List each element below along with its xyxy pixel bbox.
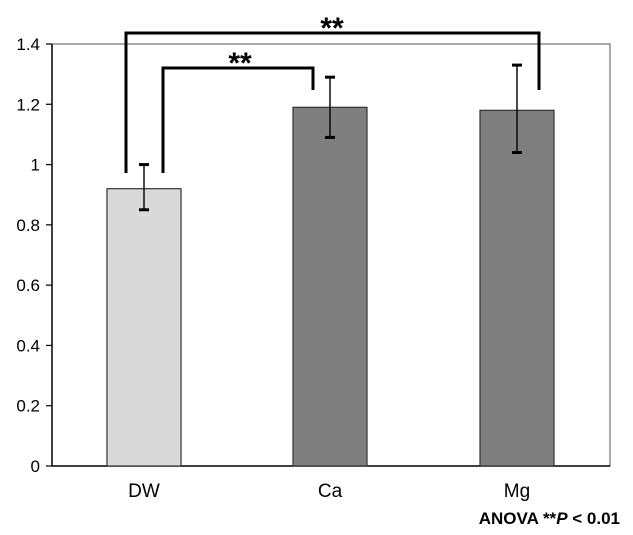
y-tick-label: 0.4 — [16, 336, 40, 355]
category-label: Mg — [504, 481, 530, 502]
significance-label-dw-mg: ** — [320, 12, 344, 45]
y-tick-label: 0.6 — [16, 276, 40, 295]
anova-note: ANOVA **P < 0.01 — [479, 509, 620, 529]
bar-dw — [106, 188, 182, 467]
anova-p: P — [556, 509, 568, 528]
anova-suffix: < 0.01 — [567, 509, 620, 528]
category-label: Ca — [318, 481, 343, 502]
y-tick-label: 1.4 — [16, 35, 40, 54]
anova-prefix: ANOVA ** — [478, 509, 557, 528]
significance-bracket-dw-mg — [124, 31, 541, 173]
y-tick-label: 0.2 — [16, 397, 40, 416]
y-tick-label: 0 — [31, 457, 40, 476]
significance-label-dw-ca: ** — [228, 47, 252, 80]
bar-mg — [479, 109, 555, 467]
y-tick-label: 0.8 — [16, 216, 40, 235]
y-tick-label: 1 — [31, 156, 40, 175]
category-label: DW — [128, 481, 160, 502]
bar-ca — [292, 106, 368, 467]
significance-bracket-dw-ca — [161, 66, 315, 173]
y-tick-label: 1.2 — [16, 95, 40, 114]
